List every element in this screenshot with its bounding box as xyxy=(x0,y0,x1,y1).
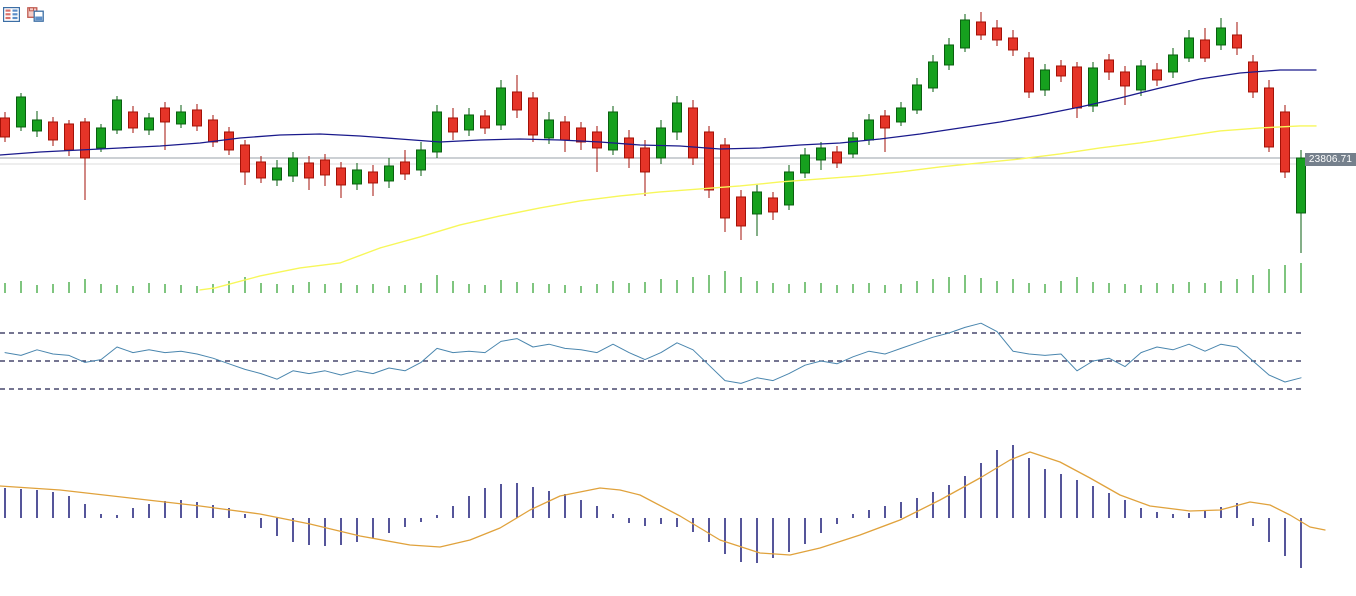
moving-averages xyxy=(0,69,1317,291)
candles-layer xyxy=(0,11,1306,253)
order-book-icon[interactable] xyxy=(2,6,21,23)
price-level-lines xyxy=(0,157,1356,165)
chart-toolbar xyxy=(2,6,44,23)
volume-layer xyxy=(4,263,1302,293)
current-price-badge: 23806.71 xyxy=(1305,153,1356,166)
macd-panel xyxy=(0,445,1326,568)
oscillator-panel xyxy=(0,322,1302,390)
tile-windows-icon[interactable] xyxy=(27,7,44,22)
